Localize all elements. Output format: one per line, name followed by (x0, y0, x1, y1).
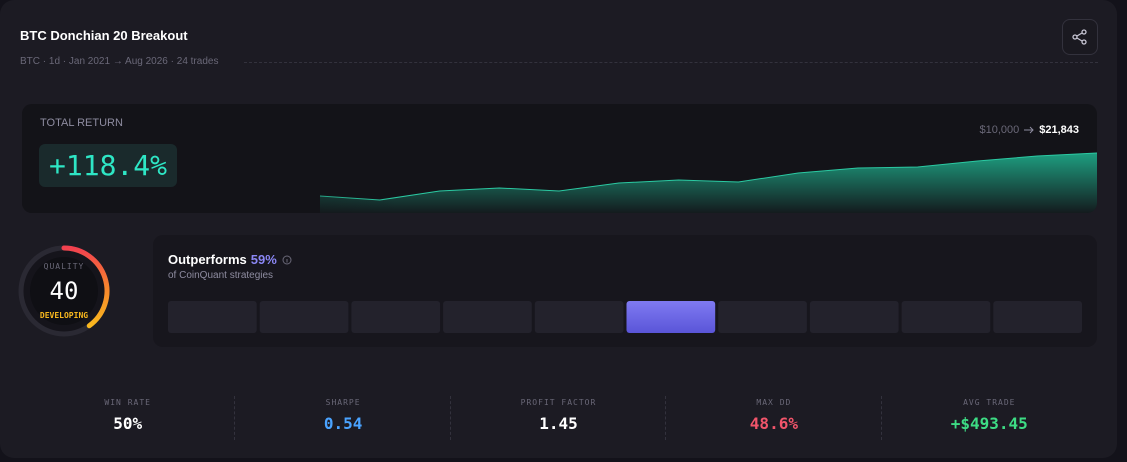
decile-bar (534, 301, 624, 333)
title: BTC Donchian 20 Breakout (20, 28, 188, 43)
decile-bar (351, 301, 441, 333)
return-panel: TOTAL RETURN +118.4% $10,000 $21,843 (22, 104, 1097, 213)
stats-row: WIN RATE 50% SHARPE 0.54 PROFIT FACTOR 1.45 MA… (20, 390, 1097, 440)
share-icon (1072, 29, 1087, 45)
return-value: +118.4% (39, 144, 178, 187)
percentile-heading: Outperforms 59% (168, 252, 293, 267)
stat-divider (665, 396, 667, 440)
decile-bar (993, 301, 1082, 333)
stat-divider (880, 396, 882, 440)
gauge-arc (61, 245, 110, 329)
percentile-value: 59% (250, 252, 277, 267)
stat: PROFIT FACTOR 1.45 (451, 390, 666, 433)
percentile-panel: Outperforms 59% of CoinQuant strategies (153, 235, 1097, 347)
gauge-face (30, 257, 98, 325)
stat-divider (449, 396, 451, 440)
stat: MAX DD 48.6% (666, 390, 881, 433)
quality-score: 40 (50, 277, 79, 305)
stat-value: 48.6% (749, 414, 798, 433)
share-button[interactable] (1062, 19, 1098, 55)
stat-label: PROFIT FACTOR (520, 398, 597, 407)
stat-value: 1.45 (539, 414, 578, 433)
subtitle: BTC · 1d · Jan 2021 → Aug 2026 · 24 trad… (20, 56, 219, 67)
info-icon (282, 255, 292, 264)
stat: WIN RATE 50% (20, 390, 235, 433)
stat-value: 0.54 (323, 414, 363, 433)
fade (22, 104, 1097, 213)
arrow-icon (1024, 126, 1034, 134)
decile-bar (443, 301, 532, 333)
stat-value: +$493.45 (950, 414, 1028, 433)
decile-bars (168, 301, 1082, 333)
decile-bar (809, 301, 899, 333)
decile-bar (718, 301, 807, 333)
decile-highlight (626, 301, 716, 333)
stat-label: AVG TRADE (963, 398, 1016, 407)
decile-bar (901, 301, 991, 333)
equity-chart (22, 104, 1097, 213)
start-capital: $10,000 (979, 124, 1020, 136)
percentile-label: Outperforms (168, 252, 247, 267)
stat-label: SHARPE (325, 398, 361, 407)
stat: AVG TRADE +$493.45 (882, 390, 1097, 433)
end-capital: $21,843 (1039, 124, 1079, 136)
quality-gauge: QUALITY 40 DEVELOPING (18, 245, 110, 337)
decile-bar (259, 301, 349, 333)
return-label: TOTAL RETURN (40, 117, 123, 129)
percentile-caption: of CoinQuant strategies (168, 270, 274, 281)
stat-label: WIN RATE (104, 398, 151, 407)
quality-grade: DEVELOPING (40, 311, 88, 320)
stat-divider (234, 396, 236, 440)
divider (244, 62, 1098, 63)
stat-value: 50% (113, 414, 143, 433)
quality-label: QUALITY (44, 262, 85, 271)
decile-bar (168, 301, 257, 333)
stat: SHARPE 0.54 (235, 390, 450, 433)
stat-label: MAX DD (756, 398, 792, 407)
capital-change: $10,000 $21,843 (979, 124, 1079, 136)
